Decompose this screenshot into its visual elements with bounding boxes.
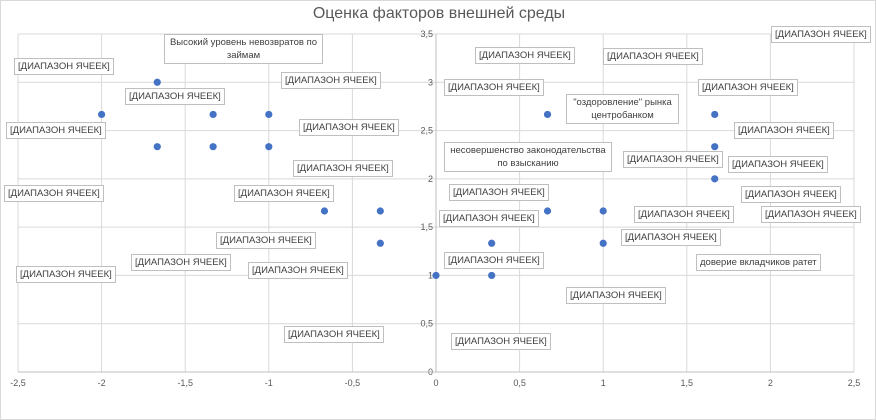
data-label: [ДИАПАЗОН ЯЧЕЕК] [623, 151, 723, 168]
x-tick-label: -1 [265, 378, 273, 388]
data-label: "оздоровление" рынка центробанком [566, 94, 679, 124]
data-point [153, 143, 161, 151]
data-point [98, 110, 106, 119]
data-label: [ДИАПАЗОН ЯЧЕЕК] [293, 160, 393, 177]
data-point [320, 207, 329, 215]
data-label: [ДИАПАЗОН ЯЧЕЕК] [444, 252, 544, 269]
x-tick-label: 0 [433, 378, 438, 388]
data-point [376, 239, 384, 247]
y-tick-label: 1 [428, 270, 433, 280]
x-tick-label: -2,5 [10, 378, 26, 388]
data-label: Высокий уровень невозвратов по займам [164, 34, 323, 64]
data-point [265, 110, 273, 119]
data-label: [ДИАПАЗОН ЯЧЕЕК] [741, 186, 841, 203]
data-label: [ДИАПАЗОН ЯЧЕЕК] [449, 184, 549, 201]
data-label: [ДИАПАЗОН ЯЧЕЕК] [16, 266, 116, 283]
x-tick-label: 2 [768, 378, 773, 388]
data-point [265, 143, 273, 151]
data-label: [ДИАПАЗОН ЯЧЕЕК] [698, 79, 798, 96]
data-point [599, 239, 607, 247]
data-label: [ДИАПАЗОН ЯЧЕЕК] [566, 287, 666, 304]
chart-title: Оценка факторов внешней среды [312, 5, 566, 22]
x-tick-label: 0,5 [513, 378, 526, 388]
y-tick-label: 2,5 [420, 126, 433, 136]
data-label: [ДИАПАЗОН ЯЧЕЕК] [281, 72, 381, 89]
x-tick-label: -0,5 [345, 378, 361, 388]
data-label: [ДИАПАЗОН ЯЧЕЕК] [451, 333, 551, 350]
x-tick-label: 2,5 [848, 378, 861, 388]
data-point [209, 143, 217, 151]
data-point [711, 175, 719, 183]
data-label: [ДИАПАЗОН ЯЧЕЕК] [6, 122, 106, 139]
data-label: [ДИАПАЗОН ЯЧЕЕК] [248, 262, 348, 279]
data-point [376, 207, 384, 215]
data-label: [ДИАПАЗОН ЯЧЕЕК] [728, 156, 828, 173]
data-point [543, 110, 552, 119]
data-label: [ДИАПАЗОН ЯЧЕЕК] [216, 232, 316, 249]
x-tick-label: -2 [98, 378, 106, 388]
x-tick-label: 1 [601, 378, 606, 388]
y-tick-label: 2 [428, 174, 433, 184]
data-label: [ДИАПАЗОН ЯЧЕЕК] [771, 26, 871, 43]
data-label: [ДИАПАЗОН ЯЧЕЕК] [439, 210, 539, 227]
x-tick-label: -1,5 [177, 378, 193, 388]
y-tick-label: 3 [428, 77, 433, 87]
data-point [153, 78, 161, 86]
data-label: [ДИАПАЗОН ЯЧЕЕК] [131, 254, 231, 271]
data-label: [ДИАПАЗОН ЯЧЕЕК] [444, 79, 544, 96]
y-tick-label: 3,5 [420, 29, 433, 39]
x-tick-label: 1,5 [681, 378, 694, 388]
data-point [432, 271, 440, 280]
data-label: [ДИАПАЗОН ЯЧЕЕК] [125, 88, 225, 105]
data-label: [ДИАПАЗОН ЯЧЕЕК] [634, 206, 734, 223]
data-label: [ДИАПАЗОН ЯЧЕЕК] [761, 206, 861, 223]
data-label: [ДИАПАЗОН ЯЧЕЕК] [603, 48, 703, 65]
data-point [209, 110, 217, 119]
data-point [711, 143, 719, 151]
data-label: [ДИАПАЗОН ЯЧЕЕК] [14, 58, 114, 75]
data-label: [ДИАПАЗОН ЯЧЕЕК] [284, 326, 384, 343]
data-point [599, 207, 607, 215]
data-label: [ДИАПАЗОН ЯЧЕЕК] [475, 47, 575, 64]
data-point [488, 271, 496, 280]
data-label: [ДИАПАЗОН ЯЧЕЕК] [234, 185, 334, 202]
data-label: несовершенство законодательства по взыск… [444, 142, 612, 172]
data-label: доверие вкладчиков ратет [696, 254, 821, 271]
y-tick-label: 1,5 [420, 222, 433, 232]
data-label: [ДИАПАЗОН ЯЧЕЕК] [4, 185, 104, 202]
data-point [543, 207, 552, 215]
y-tick-label: 0,5 [420, 319, 433, 329]
data-label: [ДИАПАЗОН ЯЧЕЕК] [299, 119, 399, 136]
data-point [488, 239, 496, 247]
data-label: [ДИАПАЗОН ЯЧЕЕК] [621, 229, 721, 246]
data-point [711, 110, 719, 119]
data-label: [ДИАПАЗОН ЯЧЕЕК] [734, 122, 834, 139]
